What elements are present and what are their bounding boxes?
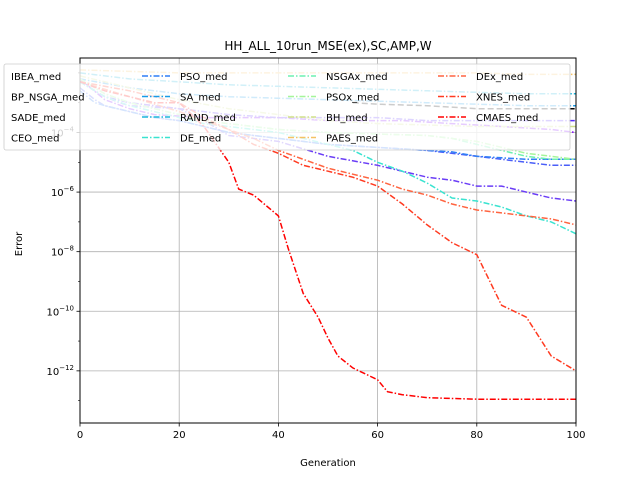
x-tick-label: 40 [272, 430, 285, 441]
legend-label: DEx_med [476, 72, 523, 83]
legend-label: BP_NSGA_med [11, 93, 85, 104]
legend-label: NSGAx_med [326, 72, 388, 83]
x-tick-label: 100 [566, 430, 585, 441]
legend-label: XNES_med [476, 93, 530, 104]
legend-label: CEO_med [11, 134, 59, 145]
legend-label: PSOx_med [326, 93, 379, 104]
legend: IBEA_med BP_NSGA_med SADE_med CEO_med PSO_me… [3, 63, 571, 151]
y-axis-title: Error [14, 231, 25, 256]
plot-frame [79, 57, 577, 424]
legend-label: RAND_med [180, 113, 236, 124]
x-tick-label: 80 [470, 430, 483, 441]
legend-label: IBEA_med [11, 72, 61, 83]
x-tick-label: 20 [173, 430, 186, 441]
legend-label: CMAES_med [476, 113, 538, 124]
legend-label: BH_med [326, 113, 368, 124]
legend-label: PAES_med [326, 134, 378, 145]
legend-label: SA_med [180, 93, 221, 104]
y-tick-label: 10−10 [46, 304, 74, 318]
y-tick-label: 10−12 [46, 364, 74, 378]
legend-label: SADE_med [11, 113, 66, 124]
chart-title: HH_ALL_10run_MSE(ex),SC,AMP,W [224, 39, 431, 53]
x-axis-title: Generation [300, 458, 356, 469]
y-tick-label: 10−6 [51, 185, 75, 199]
x-tick-label: 0 [77, 430, 83, 441]
legend-label: DE_med [180, 134, 221, 145]
legend-label: PSO_med [180, 72, 228, 83]
x-tick-label: 60 [371, 430, 384, 441]
y-tick-label: 10−8 [51, 245, 74, 259]
legend-box [3, 63, 571, 151]
